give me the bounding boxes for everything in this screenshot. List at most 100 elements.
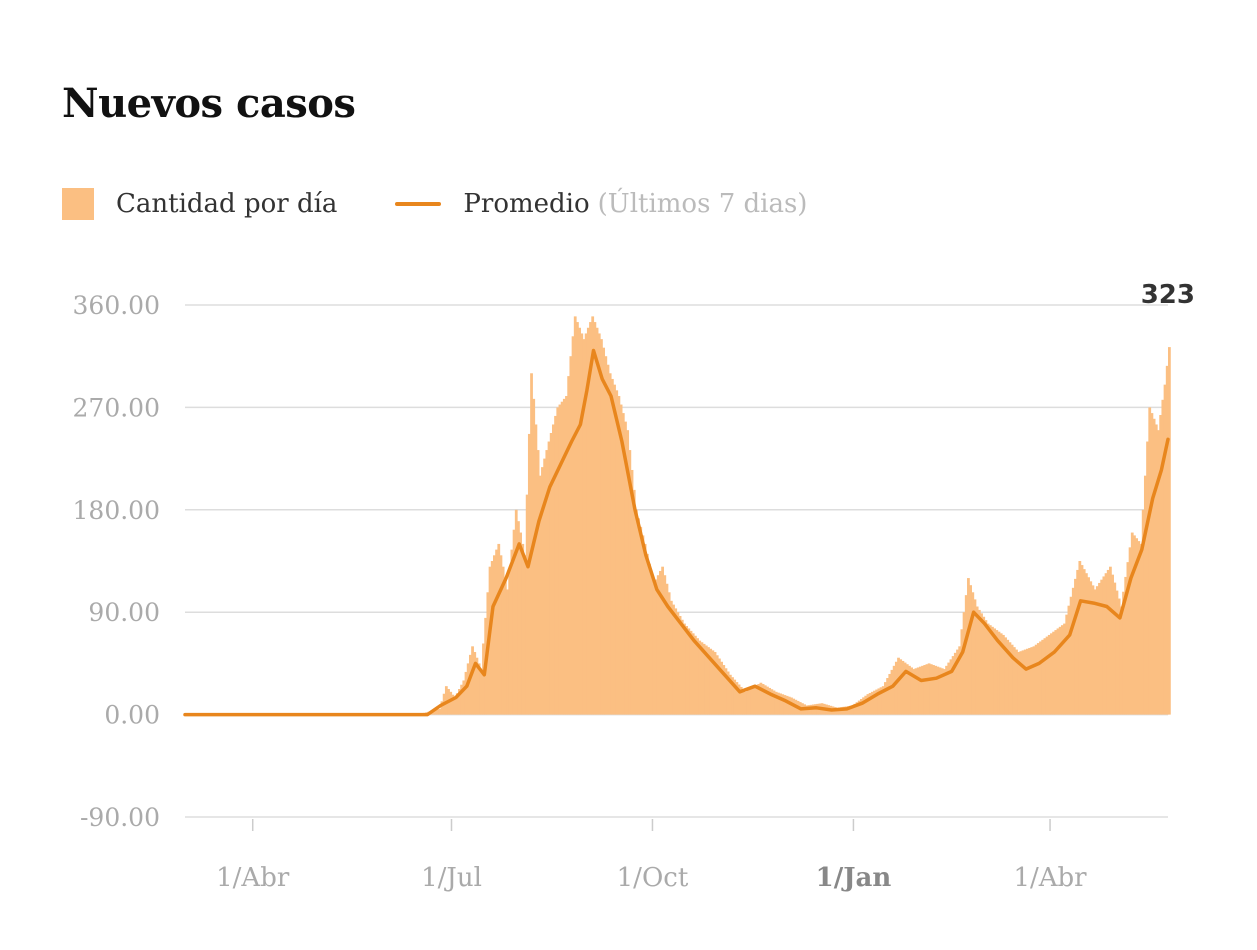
daily-bar (999, 633, 1003, 715)
daily-bar (595, 327, 599, 715)
daily-bar (953, 652, 957, 715)
daily-bar (873, 690, 876, 715)
daily-bar (964, 595, 968, 715)
daily-bar (975, 606, 979, 715)
daily-bar (517, 521, 520, 715)
daily-bar (650, 573, 654, 715)
legend-swatch-line (395, 202, 442, 206)
daily-bar (851, 705, 855, 715)
daily-bar (857, 700, 861, 715)
daily-bar (888, 673, 892, 715)
daily-bar (1015, 649, 1018, 715)
daily-bar (1078, 561, 1082, 715)
daily-bar (541, 467, 544, 715)
daily-bar (735, 682, 739, 715)
daily-bar (604, 356, 608, 715)
daily-bar (921, 665, 924, 715)
daily-bar (1021, 650, 1025, 715)
daily-bar (1159, 414, 1163, 715)
daily-bar (680, 619, 684, 715)
daily-bar (1130, 532, 1134, 715)
y-tick-label: 360.00 (73, 291, 160, 320)
daily-bar (938, 667, 942, 715)
daily-bar (508, 569, 512, 715)
daily-bar (536, 450, 540, 715)
daily-bar (1087, 577, 1090, 715)
daily-bar (853, 703, 857, 715)
daily-bar (912, 669, 916, 715)
daily-bar (527, 433, 531, 715)
daily-bar (506, 589, 509, 715)
daily-bar (929, 664, 933, 715)
daily-bar (713, 652, 717, 715)
daily-bar (1017, 652, 1021, 715)
daily-bar (711, 650, 715, 715)
daily-bar (434, 710, 437, 715)
daily-bar (693, 635, 697, 715)
daily-bar (905, 664, 909, 715)
daily-bar (969, 585, 972, 715)
daily-bar (530, 373, 533, 715)
daily-bar (479, 669, 483, 715)
daily-bar (728, 674, 732, 715)
daily-bar (637, 518, 640, 715)
daily-bar (1135, 538, 1139, 715)
daily-bar (991, 626, 994, 715)
daily-bar (1060, 625, 1064, 715)
daily-bar (1036, 643, 1040, 715)
daily-bar (766, 686, 769, 715)
daily-bar (659, 570, 662, 715)
chart-legend: Cantidad por día Promedio (Últimos 7 dia… (62, 182, 807, 226)
daily-bar (881, 686, 885, 715)
daily-bar (958, 646, 962, 715)
daily-bar (1115, 590, 1119, 715)
daily-bar (768, 687, 772, 715)
daily-bar (1126, 562, 1130, 715)
daily-bar (1010, 644, 1014, 715)
daily-bar (903, 662, 907, 715)
daily-bar (707, 647, 710, 715)
daily-bar (748, 689, 752, 715)
daily-bar (558, 404, 562, 715)
daily-bar (661, 566, 664, 715)
daily-bar (1137, 541, 1141, 715)
daily-bar (971, 592, 975, 715)
daily-bar (468, 654, 472, 715)
daily-bar (449, 691, 453, 715)
daily-bar (1012, 647, 1016, 715)
daily-bar (582, 339, 586, 715)
daily-bar (1133, 535, 1136, 715)
x-tick-label: 1/Oct (617, 863, 689, 893)
daily-bar (621, 413, 625, 715)
daily-bar (495, 549, 498, 715)
daily-bar (724, 668, 728, 715)
daily-bar (932, 665, 935, 715)
daily-bar (665, 583, 669, 715)
daily-bar (1117, 598, 1121, 715)
legend-label-line: Promedio (463, 189, 590, 219)
daily-bar (1034, 644, 1038, 715)
daily-bar (1091, 585, 1095, 715)
daily-bar (493, 555, 496, 715)
daily-bar (1063, 623, 1066, 715)
daily-bar (619, 404, 623, 715)
daily-bar (864, 695, 868, 715)
daily-bar (977, 609, 981, 715)
daily-bar (473, 652, 477, 715)
daily-bar (967, 578, 970, 715)
daily-bar (737, 684, 741, 715)
daily-bar (1084, 573, 1088, 715)
daily-bar (1076, 569, 1080, 715)
daily-bar (918, 666, 922, 715)
daily-bar (988, 625, 992, 715)
daily-bar (626, 430, 630, 715)
daily-bar (875, 689, 879, 715)
daily-bar (1111, 574, 1114, 715)
daily-bar (610, 378, 614, 715)
daily-bar (855, 702, 859, 715)
daily-bar (455, 693, 459, 715)
daily-bar (993, 628, 997, 715)
daily-bar (624, 421, 627, 715)
daily-bar (755, 685, 758, 715)
